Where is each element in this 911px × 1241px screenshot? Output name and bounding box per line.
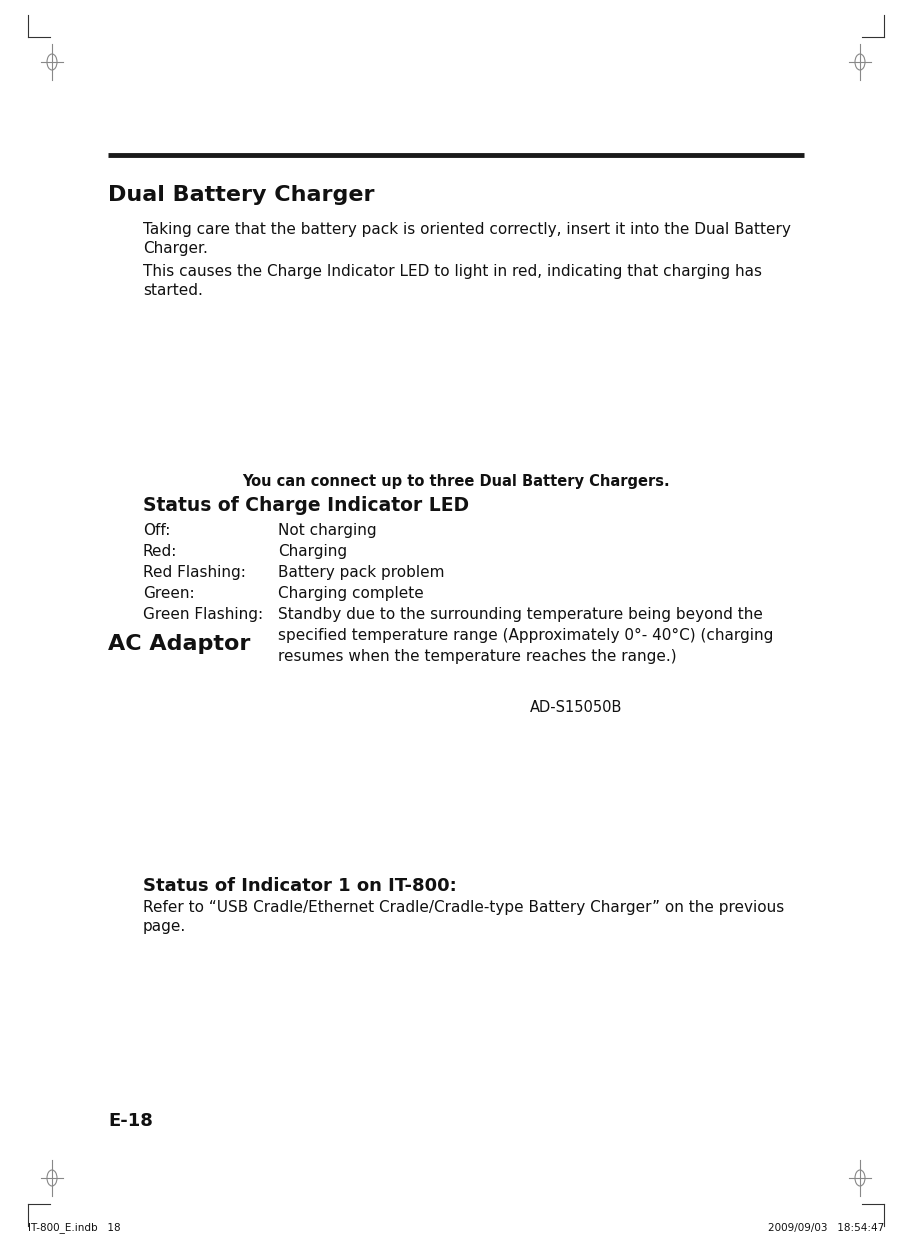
Text: Dual Battery Charger: Dual Battery Charger (107, 185, 374, 205)
Text: Standby due to the surrounding temperature being beyond the: Standby due to the surrounding temperatu… (278, 607, 762, 622)
Text: Refer to “USB Cradle/Ethernet Cradle/Cradle-type Battery Charger” on the previou: Refer to “USB Cradle/Ethernet Cradle/Cra… (143, 900, 783, 915)
Text: Red Flashing:: Red Flashing: (143, 565, 246, 580)
Text: Red:: Red: (143, 544, 177, 558)
Text: Status of Charge Indicator LED: Status of Charge Indicator LED (143, 496, 468, 515)
Text: page.: page. (143, 920, 186, 934)
Text: Status of Indicator 1 on IT-800:: Status of Indicator 1 on IT-800: (143, 877, 456, 895)
Text: AD-S15050B: AD-S15050B (529, 700, 621, 715)
Text: AC Adaptor: AC Adaptor (107, 634, 251, 654)
Text: Taking care that the battery pack is oriented correctly, insert it into the Dual: Taking care that the battery pack is ori… (143, 222, 790, 237)
Text: 2009/09/03   18:54:47: 2009/09/03 18:54:47 (767, 1222, 883, 1234)
Text: This causes the Charge Indicator LED to light in red, indicating that charging h: This causes the Charge Indicator LED to … (143, 264, 762, 279)
Text: Charger.: Charger. (143, 241, 208, 256)
Text: E-18: E-18 (107, 1112, 153, 1131)
Text: Green:: Green: (143, 586, 194, 601)
Text: started.: started. (143, 283, 202, 298)
Text: Off:: Off: (143, 522, 170, 539)
Text: specified temperature range (Approximately 0°- 40°C) (charging: specified temperature range (Approximate… (278, 628, 773, 643)
Text: Not charging: Not charging (278, 522, 376, 539)
Text: Green Flashing:: Green Flashing: (143, 607, 263, 622)
Text: resumes when the temperature reaches the range.): resumes when the temperature reaches the… (278, 649, 676, 664)
Text: Charging: Charging (278, 544, 347, 558)
Text: Battery pack problem: Battery pack problem (278, 565, 444, 580)
Text: IT-800_E.indb   18: IT-800_E.indb 18 (28, 1222, 120, 1234)
Text: You can connect up to three Dual Battery Chargers.: You can connect up to three Dual Battery… (242, 474, 669, 489)
Text: Charging complete: Charging complete (278, 586, 424, 601)
